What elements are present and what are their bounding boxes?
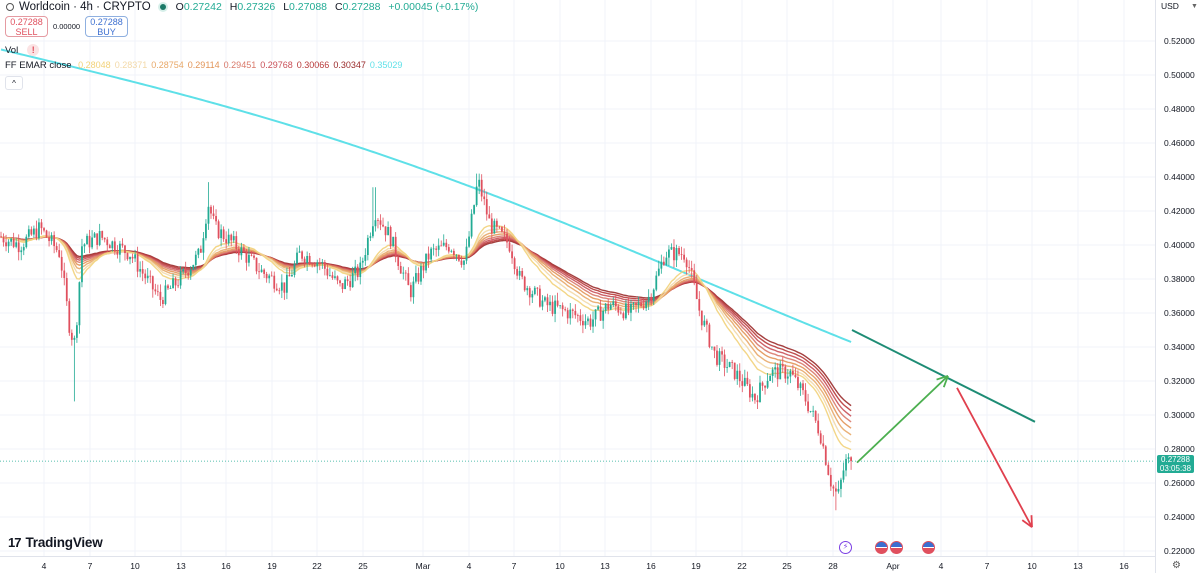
time-tick: 10 — [1027, 561, 1037, 571]
price-tick: 0.50000 — [1164, 70, 1195, 80]
price-tick: 0.24000 — [1164, 512, 1195, 522]
time-tick: 25 — [358, 561, 368, 571]
drawings[interactable] — [851, 329, 1036, 528]
volume-label: Vol — [5, 44, 19, 56]
price-tick: 0.26000 — [1164, 478, 1195, 488]
price-tick: 0.28000 — [1164, 444, 1195, 454]
us-economic-event-icon[interactable] — [890, 541, 903, 554]
time-tick: 10 — [555, 561, 565, 571]
emar-value-6: 0.30066 — [296, 60, 330, 70]
time-tick: 28 — [828, 561, 838, 571]
price-tick: 0.34000 — [1164, 342, 1195, 352]
chevron-down-icon: ▼ — [1190, 2, 1198, 10]
price-tick: 0.22000 — [1164, 546, 1195, 556]
change-value: +0.00045 (+0.17%) — [388, 1, 479, 13]
time-tick: 13 — [600, 561, 610, 571]
symbol-header: Worldcoin · 4h · CRYPTO O0.27242 H0.2732… — [6, 0, 483, 14]
time-tick: 13 — [176, 561, 186, 571]
time-tick: 4 — [466, 561, 472, 571]
emar-value-8: 0.35029 — [369, 60, 403, 70]
time-tick: 7 — [511, 561, 517, 571]
grid — [0, 0, 1155, 556]
arrow-up[interactable] — [856, 375, 949, 464]
time-tick: 16 — [646, 561, 656, 571]
price-axis[interactable] — [1155, 0, 1200, 573]
emar-value-1: 0.28371 — [114, 60, 148, 70]
time-tick: 13 — [1073, 561, 1083, 571]
trendline[interactable] — [851, 329, 1036, 423]
time-tick: 7 — [87, 561, 93, 571]
ema-slow-line — [0, 48, 852, 343]
trade-panel: 0.27288 SELL 0.00000 0.27288 BUY — [5, 16, 128, 37]
spread-value: 0.00000 — [52, 22, 81, 31]
volume-indicator-legend[interactable]: Vol ! — [5, 44, 40, 56]
price-tick: 0.40000 — [1164, 240, 1195, 250]
emar-indicator-legend[interactable]: FF EMAR close 0.28048 0.28371 0.28754 0.291… — [5, 60, 402, 71]
market-status-icon[interactable] — [159, 4, 166, 10]
tradingview-logo[interactable]: 17 TradingView — [8, 535, 103, 550]
time-tick: 22 — [312, 561, 322, 571]
emar-value-5: 0.29768 — [260, 60, 293, 70]
time-tick: 7 — [984, 561, 990, 571]
earnings-event-icon[interactable]: ⚡ — [839, 541, 852, 554]
time-tick: Apr — [886, 561, 900, 571]
time-tick: Mar — [415, 561, 431, 571]
symbol-title[interactable]: Worldcoin · 4h · CRYPTO — [19, 1, 151, 13]
collapse-legend-button[interactable]: ^ — [5, 76, 23, 90]
warning-icon[interactable]: ! — [27, 44, 40, 56]
price-tick: 0.32000 — [1164, 376, 1195, 386]
emar-value-2: 0.28754 — [151, 60, 184, 70]
last-price-label: 0.27288 03:05:38 — [1157, 455, 1194, 473]
currency-selector[interactable]: USD ▼ — [1161, 1, 1198, 11]
emar-value-7: 0.30347 — [333, 60, 366, 70]
time-tick: 10 — [130, 561, 140, 571]
price-tick: 0.48000 — [1164, 104, 1195, 114]
arrow-down[interactable] — [956, 387, 1033, 528]
emar-value-0: 0.28048 — [78, 60, 111, 70]
us-economic-event-icon[interactable] — [922, 541, 935, 554]
price-tick: 0.42000 — [1164, 206, 1195, 216]
candles — [0, 173, 852, 511]
price-tick: 0.30000 — [1164, 410, 1195, 420]
price-tick: 0.36000 — [1164, 308, 1195, 318]
emar-label: FF EMAR close — [5, 60, 72, 71]
time-tick: 4 — [41, 561, 47, 571]
time-tick: 22 — [737, 561, 747, 571]
ohlc-values: O0.27242 H0.27326 L0.27088 C0.27288 +0.0… — [175, 1, 479, 13]
tradingview-mark-icon: 17 — [8, 535, 22, 550]
settings-gear-icon[interactable]: ⚙ — [1172, 560, 1181, 571]
bar-countdown: 03:05:38 — [1159, 464, 1192, 473]
chart-canvas[interactable] — [0, 0, 1155, 556]
time-tick: 25 — [782, 561, 792, 571]
price-tick: 0.52000 — [1164, 36, 1195, 46]
price-tick: 0.38000 — [1164, 274, 1195, 284]
emar-value-4: 0.29451 — [223, 60, 257, 70]
worldcoin-icon — [6, 3, 14, 11]
emar-value-3: 0.29114 — [187, 60, 220, 70]
us-economic-event-icon[interactable] — [875, 541, 888, 554]
emar-values: 0.28048 0.28371 0.28754 0.29114 0.29451 0.297… — [74, 60, 402, 71]
buy-button[interactable]: 0.27288 BUY — [85, 16, 128, 37]
time-tick: 19 — [267, 561, 277, 571]
time-tick: 4 — [938, 561, 944, 571]
price-tick: 0.44000 — [1164, 172, 1195, 182]
time-axis[interactable] — [0, 556, 1155, 573]
time-tick: 16 — [221, 561, 231, 571]
price-tick: 0.46000 — [1164, 138, 1195, 148]
time-tick: 16 — [1119, 561, 1129, 571]
time-tick: 19 — [691, 561, 701, 571]
sell-button[interactable]: 0.27288 SELL — [5, 16, 48, 37]
